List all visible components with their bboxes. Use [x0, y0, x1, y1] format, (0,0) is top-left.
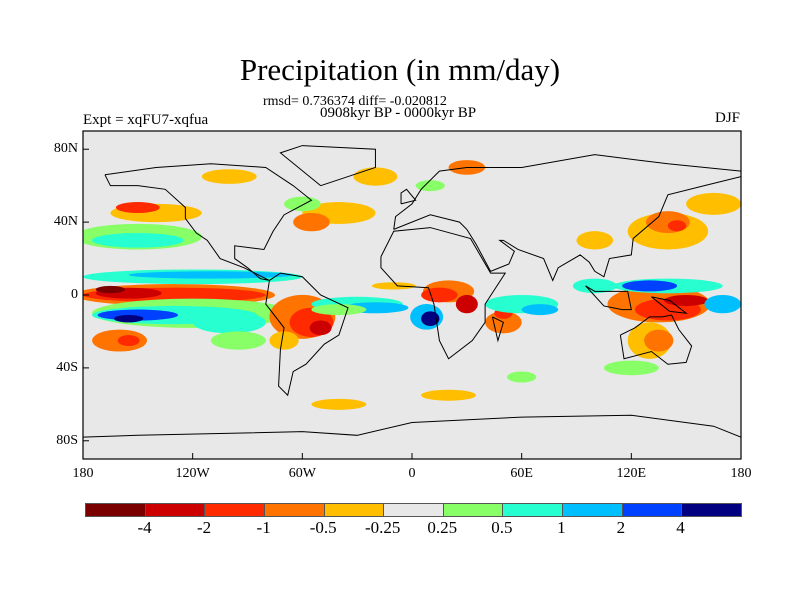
lat-label: 80N: [53, 141, 78, 157]
coastline: [380, 227, 507, 360]
season-label: DJF: [714, 110, 740, 126]
coastline: [619, 314, 693, 365]
plot-title: Precipitation (in mm/day): [239, 52, 561, 87]
anomaly-region: [415, 180, 445, 192]
coastline: [400, 188, 417, 205]
anomaly-region: [311, 398, 367, 410]
anomaly-region: [521, 304, 559, 316]
colorbar-swatch: [384, 504, 444, 516]
colorbar-label: -0.25: [365, 518, 401, 537]
lon-label: 60E: [510, 466, 533, 481]
coastline: [651, 296, 688, 314]
anomaly-region: [371, 282, 416, 290]
anomaly-region: [507, 371, 537, 383]
colorbar-swatch: [443, 504, 504, 516]
anomaly-region: [576, 231, 614, 250]
colorbar-swatch: [264, 504, 325, 516]
colorbar-label: 4: [676, 518, 685, 537]
anomaly-region: [92, 233, 184, 248]
anomaly-region: [455, 294, 478, 314]
anomaly-region: [667, 220, 687, 232]
anomaly-region: [686, 192, 741, 215]
lat-label: 40S: [56, 359, 78, 375]
anomaly-region: [664, 294, 709, 306]
lat-label: 0: [71, 287, 78, 302]
anomaly-region: [421, 389, 477, 401]
anomaly-region: [311, 304, 367, 316]
colorbar: [85, 503, 742, 517]
colorbar-swatch: [503, 504, 564, 516]
anomaly-region: [293, 212, 330, 232]
colorbar-swatch: [324, 504, 385, 516]
anomaly-region: [704, 294, 741, 314]
anomaly-region: [114, 315, 144, 323]
colorbar-label: -1: [256, 518, 271, 537]
period-text: 0908kyr BP - 0000kyr BP: [320, 105, 477, 121]
coastline: [393, 154, 741, 282]
colorbar-swatch: [682, 504, 742, 516]
anomaly-region: [421, 287, 458, 303]
anomaly-region: [603, 360, 659, 376]
coastline: [83, 414, 741, 438]
coastline: [104, 163, 313, 281]
colorbar-label: 2: [616, 518, 626, 537]
coastline: [491, 316, 504, 343]
colorbar-label: 0.25: [427, 518, 458, 537]
lon-label: 180: [730, 466, 752, 481]
colorbar-swatch: [205, 504, 265, 516]
lon-label: 120W: [175, 466, 210, 481]
lon-label: 60W: [288, 466, 316, 481]
anomaly-region: [622, 280, 678, 292]
anomaly-fields: [83, 160, 741, 410]
stats-text: rmsd= 0.736374 diff= -0.020812: [263, 94, 447, 109]
anomaly-region: [201, 169, 257, 184]
anomaly-region: [95, 285, 126, 294]
colorbar-label: 0.5: [491, 518, 513, 537]
colorbar-swatch: [563, 504, 623, 516]
colorbar-swatch: [622, 504, 683, 516]
coastline: [279, 145, 376, 187]
colorbar-label: -2: [196, 518, 212, 537]
anomaly-region: [192, 311, 266, 334]
lat-label: 40N: [53, 214, 78, 230]
anomaly-region: [115, 202, 160, 214]
colorbar-label: -0.5: [309, 518, 337, 537]
lon-label: 180: [72, 466, 94, 481]
colorbar-label: -4: [137, 518, 152, 537]
lon-label: 120E: [616, 466, 647, 481]
anomaly-region: [128, 271, 294, 279]
anomaly-region: [117, 335, 140, 347]
anomaly-region: [284, 196, 321, 212]
anomaly-region: [210, 331, 266, 350]
coastline: [265, 272, 349, 397]
colorbar-label: 1: [557, 518, 566, 537]
lat-label: 80S: [56, 432, 78, 448]
anomaly-region: [644, 329, 674, 352]
anomaly-region: [269, 331, 299, 350]
anomaly-region: [572, 278, 617, 294]
anomaly-region: [421, 311, 440, 327]
coastlines: [83, 145, 741, 438]
colorbar-swatch: [145, 504, 206, 516]
lon-label: 0: [408, 466, 416, 481]
experiment-label: Expt = xqFU7-xqfua: [83, 112, 209, 128]
anomaly-region: [353, 167, 398, 186]
colorbar-swatch: [86, 504, 146, 516]
anomaly-region: [309, 320, 332, 336]
coastline: [585, 285, 632, 311]
